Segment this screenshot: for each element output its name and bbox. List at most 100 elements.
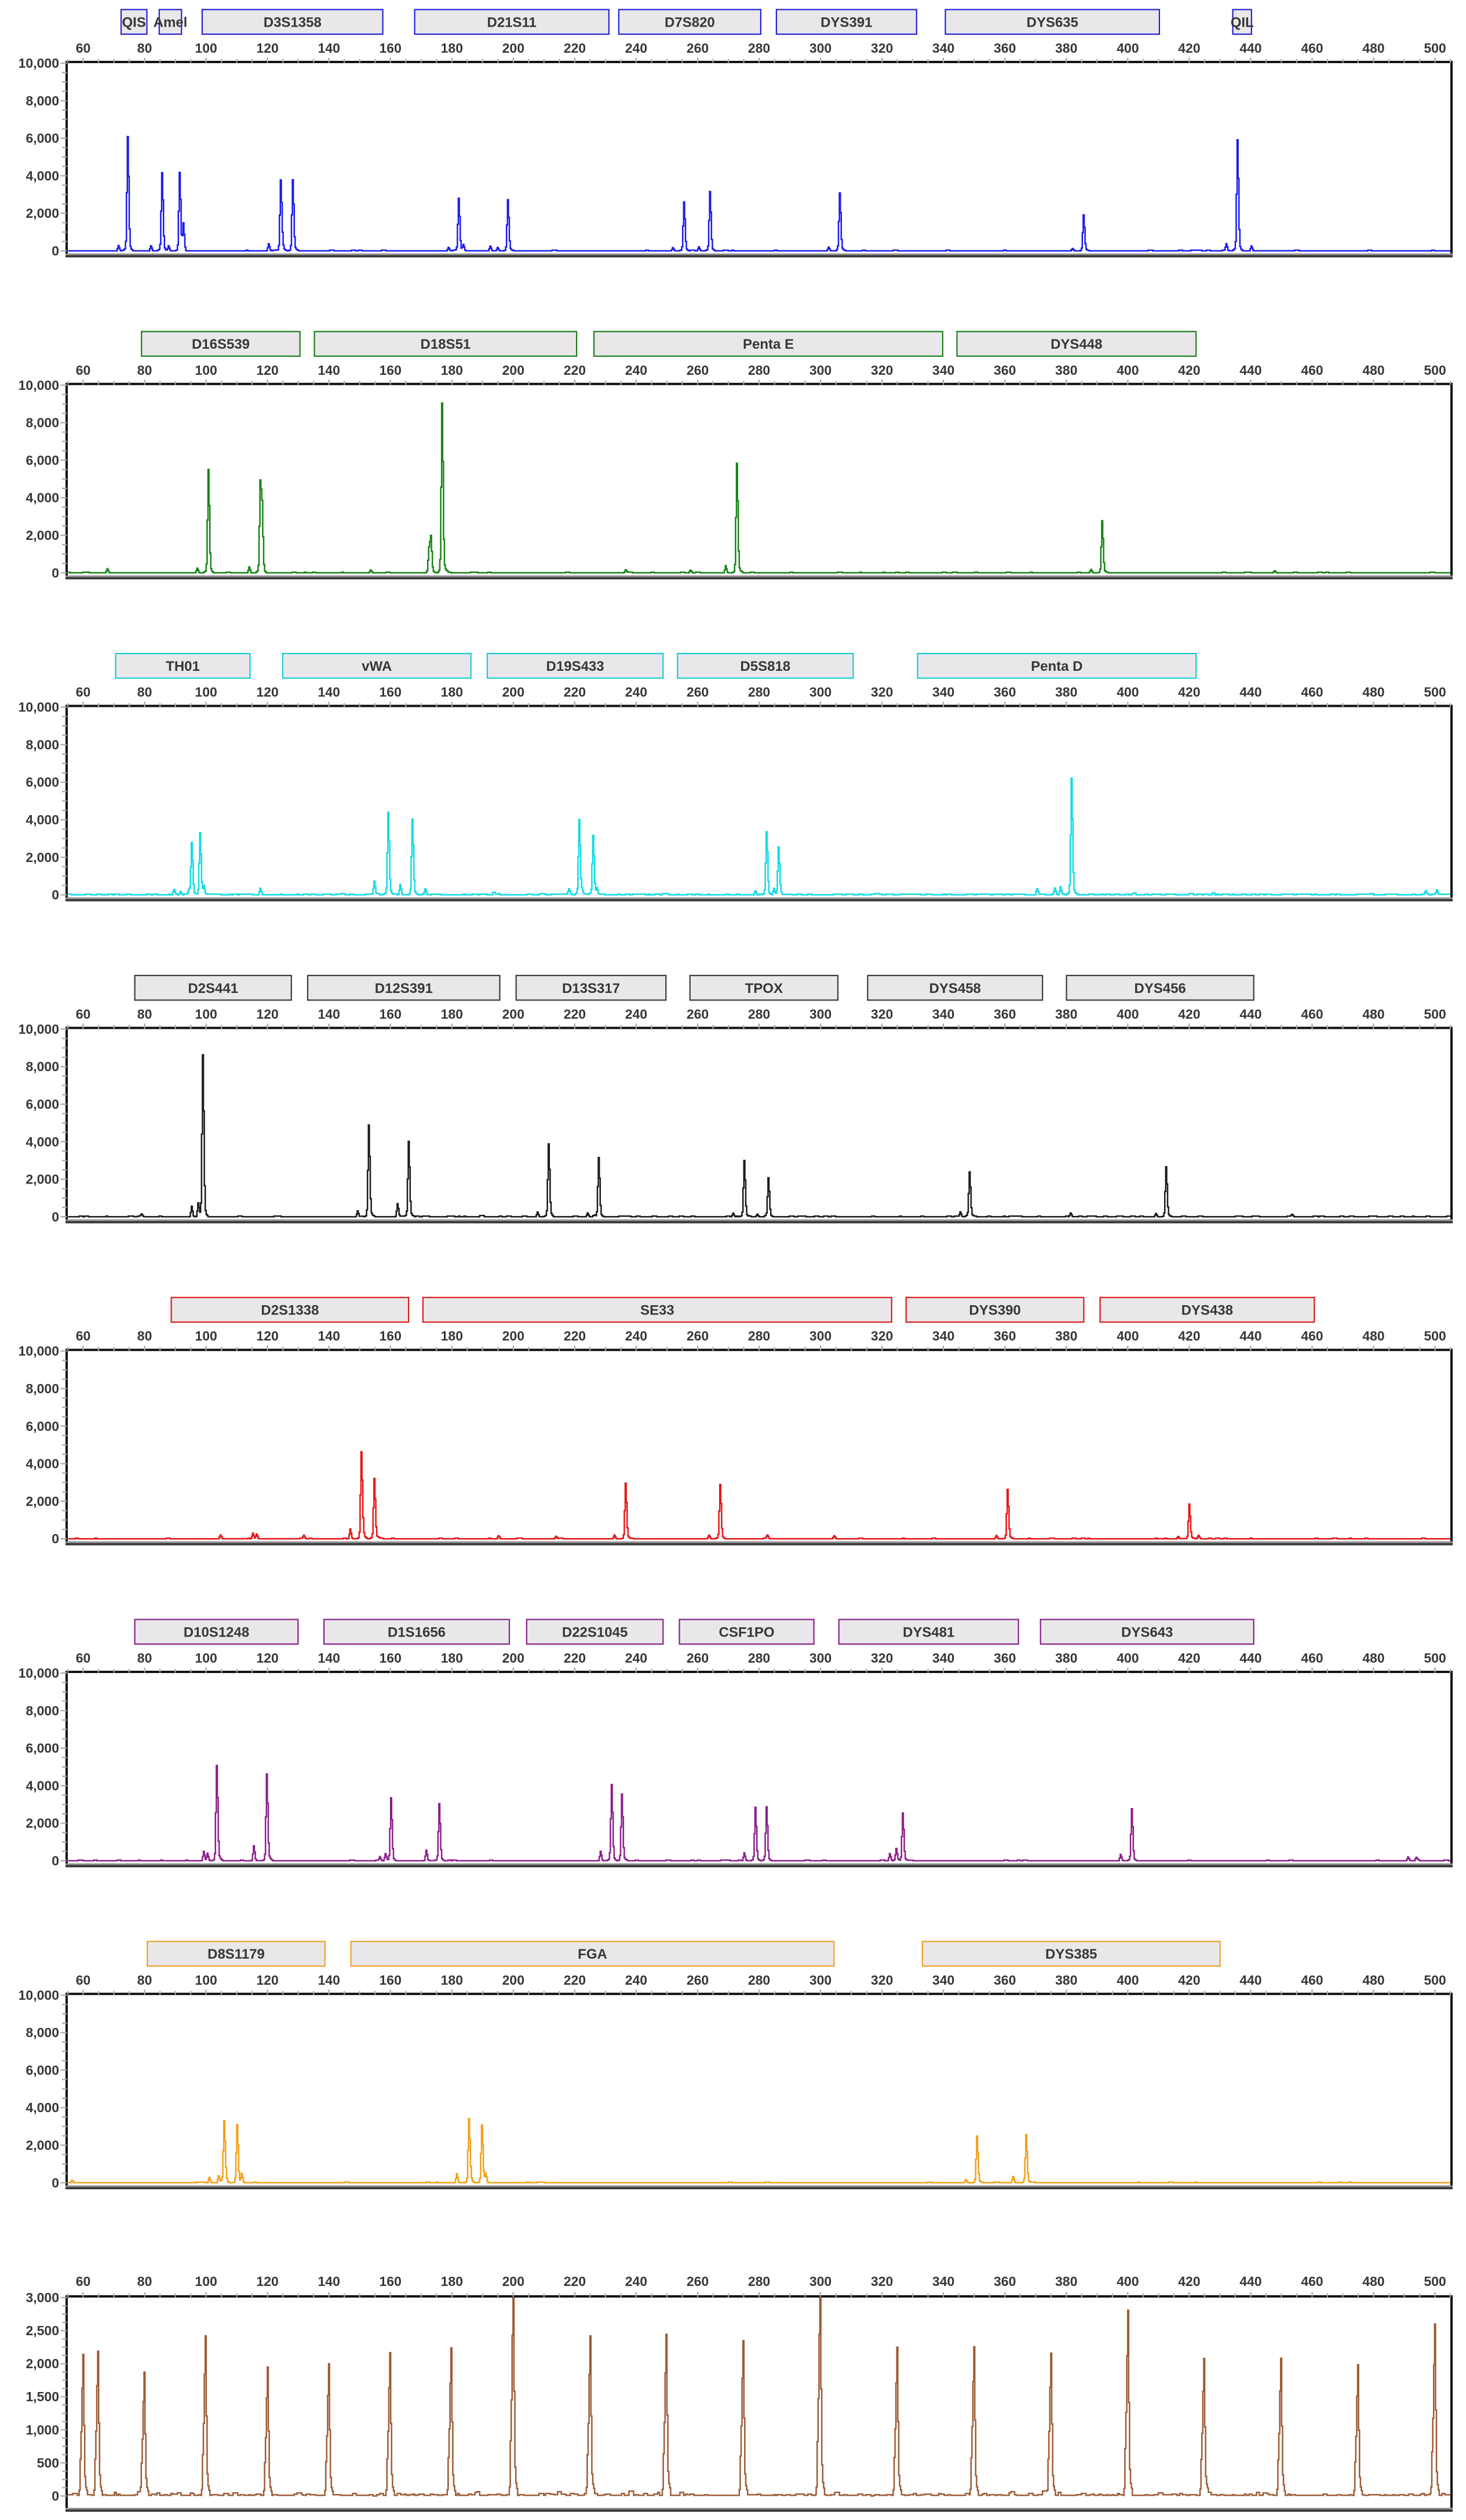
svg-text:240: 240 — [625, 685, 647, 700]
svg-text:260: 260 — [687, 2274, 709, 2289]
svg-text:500: 500 — [1424, 1973, 1446, 1988]
svg-text:80: 80 — [137, 41, 152, 56]
svg-text:480: 480 — [1362, 685, 1384, 700]
svg-text:DYS385: DYS385 — [1045, 1946, 1097, 1962]
svg-text:140: 140 — [318, 41, 340, 56]
svg-text:220: 220 — [564, 41, 586, 56]
svg-text:260: 260 — [687, 41, 709, 56]
svg-text:380: 380 — [1055, 1650, 1077, 1666]
svg-text:3,000: 3,000 — [25, 2290, 59, 2305]
svg-text:440: 440 — [1239, 1006, 1261, 1021]
svg-text:300: 300 — [809, 685, 832, 700]
svg-text:300: 300 — [809, 41, 832, 56]
svg-text:440: 440 — [1239, 363, 1261, 378]
svg-text:8,000: 8,000 — [25, 1381, 59, 1396]
svg-text:180: 180 — [441, 1328, 463, 1343]
svg-text:440: 440 — [1239, 1650, 1261, 1666]
svg-text:Penta D: Penta D — [1031, 659, 1082, 674]
svg-text:360: 360 — [994, 1328, 1016, 1343]
svg-text:380: 380 — [1055, 2274, 1077, 2289]
svg-text:160: 160 — [380, 1328, 402, 1343]
svg-text:2,000: 2,000 — [25, 850, 59, 865]
svg-text:200: 200 — [502, 685, 524, 700]
svg-text:160: 160 — [380, 41, 402, 56]
svg-text:D21S11: D21S11 — [487, 14, 536, 30]
svg-text:180: 180 — [441, 1973, 463, 1988]
svg-text:300: 300 — [809, 2274, 832, 2289]
svg-text:500: 500 — [1424, 1328, 1446, 1343]
svg-text:340: 340 — [932, 1006, 954, 1021]
svg-text:220: 220 — [564, 363, 586, 378]
svg-text:120: 120 — [256, 41, 278, 56]
svg-text:4,000: 4,000 — [25, 168, 59, 183]
svg-text:420: 420 — [1178, 1006, 1200, 1021]
svg-text:D1S1656: D1S1656 — [388, 1624, 446, 1640]
svg-text:320: 320 — [871, 1650, 893, 1666]
svg-text:220: 220 — [564, 1006, 586, 1021]
svg-text:240: 240 — [625, 1328, 647, 1343]
svg-text:DYS481: DYS481 — [903, 1624, 954, 1640]
svg-text:460: 460 — [1301, 2274, 1323, 2289]
svg-text:240: 240 — [625, 1006, 647, 1021]
svg-text:80: 80 — [137, 1973, 152, 1988]
svg-text:100: 100 — [195, 2274, 217, 2289]
svg-text:360: 360 — [994, 1973, 1016, 1988]
svg-text:500: 500 — [1424, 1650, 1446, 1666]
svg-text:160: 160 — [380, 685, 402, 700]
svg-text:320: 320 — [871, 41, 893, 56]
svg-text:0: 0 — [52, 2175, 59, 2190]
svg-text:120: 120 — [256, 363, 278, 378]
svg-text:200: 200 — [502, 1328, 524, 1343]
svg-text:480: 480 — [1362, 41, 1384, 56]
svg-text:320: 320 — [871, 1973, 893, 1988]
svg-text:Penta E: Penta E — [743, 337, 794, 352]
svg-text:10,000: 10,000 — [19, 1021, 59, 1036]
svg-text:480: 480 — [1362, 2274, 1384, 2289]
svg-text:100: 100 — [195, 685, 217, 700]
svg-text:260: 260 — [687, 1328, 709, 1343]
svg-text:60: 60 — [76, 685, 91, 700]
svg-text:480: 480 — [1362, 1650, 1384, 1666]
svg-text:D2S1338: D2S1338 — [261, 1303, 319, 1319]
svg-text:1,500: 1,500 — [25, 2389, 59, 2404]
svg-text:6,000: 6,000 — [25, 775, 59, 790]
svg-text:460: 460 — [1301, 1650, 1323, 1666]
svg-text:280: 280 — [748, 1328, 770, 1343]
svg-text:100: 100 — [195, 41, 217, 56]
svg-text:400: 400 — [1117, 1006, 1139, 1021]
svg-text:DYS456: DYS456 — [1134, 981, 1186, 996]
svg-text:500: 500 — [1424, 1006, 1446, 1021]
svg-text:6,000: 6,000 — [25, 1097, 59, 1112]
svg-text:440: 440 — [1239, 1328, 1261, 1343]
svg-text:260: 260 — [687, 1006, 709, 1021]
svg-text:TH01: TH01 — [166, 659, 200, 674]
svg-text:460: 460 — [1301, 1973, 1323, 1988]
svg-text:Amel: Amel — [154, 14, 188, 30]
svg-text:220: 220 — [564, 1328, 586, 1343]
svg-text:340: 340 — [932, 685, 954, 700]
svg-text:120: 120 — [256, 1650, 278, 1666]
svg-text:440: 440 — [1239, 1973, 1261, 1988]
svg-text:360: 360 — [994, 2274, 1016, 2289]
svg-text:8,000: 8,000 — [25, 415, 59, 430]
svg-text:140: 140 — [318, 1006, 340, 1021]
svg-text:140: 140 — [318, 1650, 340, 1666]
svg-text:120: 120 — [256, 2274, 278, 2289]
svg-text:DYS448: DYS448 — [1051, 337, 1102, 352]
svg-text:220: 220 — [564, 2274, 586, 2289]
svg-text:440: 440 — [1239, 685, 1261, 700]
svg-text:160: 160 — [380, 1006, 402, 1021]
svg-text:440: 440 — [1239, 41, 1261, 56]
svg-text:340: 340 — [932, 1650, 954, 1666]
svg-text:D16S539: D16S539 — [192, 337, 250, 352]
svg-text:QIS: QIS — [122, 14, 146, 30]
svg-text:380: 380 — [1055, 41, 1077, 56]
svg-text:260: 260 — [687, 363, 709, 378]
svg-text:420: 420 — [1178, 685, 1200, 700]
svg-text:240: 240 — [625, 2274, 647, 2289]
svg-text:0: 0 — [52, 888, 59, 903]
svg-text:120: 120 — [256, 1328, 278, 1343]
svg-text:200: 200 — [502, 41, 524, 56]
svg-text:QIL: QIL — [1231, 14, 1254, 30]
svg-text:500: 500 — [37, 2455, 59, 2470]
